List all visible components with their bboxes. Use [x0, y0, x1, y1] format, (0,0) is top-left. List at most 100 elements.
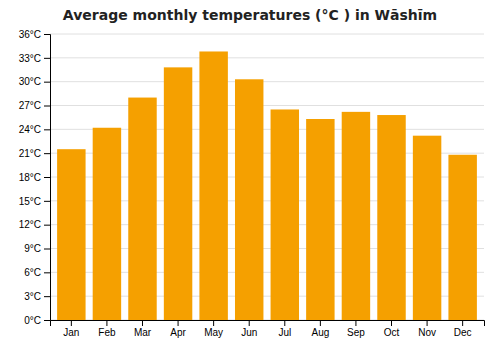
x-tick-label: Oct [384, 327, 400, 338]
x-tick: Jan [63, 320, 79, 338]
x-axis: Jan Feb Mar Apr May Jun Jul Aug Sep Oct Nov Dec [51, 320, 485, 338]
y-tick: 27°C [19, 100, 50, 111]
x-tick-label: May [204, 327, 223, 338]
y-tick-mark [44, 249, 50, 250]
x-tick-mark [391, 320, 392, 326]
y-tick: 3°C [24, 291, 50, 302]
x-tick-label: Dec [454, 327, 472, 338]
grid-line [50, 81, 484, 82]
x-tick: Dec [454, 320, 472, 338]
bar [235, 79, 263, 320]
chart: Average monthly temperatures (°C ) in Wā… [0, 0, 500, 350]
bar [342, 112, 370, 320]
x-tick-mark [462, 320, 463, 326]
y-tick-label: 12°C [19, 219, 41, 230]
y-tick: 33°C [19, 53, 50, 64]
y-tick: 12°C [19, 219, 50, 230]
x-tick: Mar [134, 320, 152, 338]
x-tick-mark [320, 320, 321, 326]
grid-line [50, 34, 484, 35]
y-tick-mark [44, 225, 50, 226]
y-tick-label: 6°C [24, 267, 41, 278]
y-tick: 30°C [19, 76, 50, 87]
bar [306, 119, 334, 320]
y-tick: 18°C [19, 172, 50, 183]
bar [413, 136, 441, 320]
y-tick-mark [44, 201, 50, 202]
y-tick-label: 30°C [19, 76, 41, 87]
y-tick-label: 21°C [19, 148, 41, 159]
bar [271, 109, 299, 320]
bars [57, 51, 477, 320]
y-tick-mark [44, 272, 50, 273]
y-tick-label: 15°C [19, 196, 41, 207]
x-tick-label: Sep [347, 327, 365, 338]
bar [448, 155, 476, 320]
y-axis: 0°C 3°C 6°C 9°C 12°C 15°C 18°C 21°C 24°C 27°C 30°C… [19, 29, 51, 326]
x-tick-label: Feb [98, 327, 116, 338]
x-tick: Aug [311, 320, 329, 338]
x-tick: Apr [170, 320, 186, 338]
x-tick: Jun [241, 320, 257, 338]
x-tick-label: Aug [311, 327, 329, 338]
x-tick: Jul [278, 320, 291, 338]
bar [57, 149, 85, 320]
x-tick-mark [142, 320, 143, 326]
y-tick: 15°C [19, 196, 50, 207]
y-tick-mark [44, 34, 50, 35]
y-tick-label: 36°C [19, 29, 41, 40]
x-tick: May [204, 320, 223, 338]
y-tick-label: 0°C [24, 315, 41, 326]
plot: 0°C 3°C 6°C 9°C 12°C 15°C 18°C 21°C 24°C 27°C 30°C… [19, 29, 485, 338]
bar [199, 51, 227, 320]
grid [50, 34, 484, 320]
title: Average monthly temperatures (°C ) in Wā… [63, 7, 437, 23]
y-tick: 9°C [24, 243, 50, 254]
y-axis-line [44, 35, 51, 321]
x-tick-label: Jun [241, 327, 257, 338]
x-tick-mark [355, 320, 356, 326]
bar [93, 128, 121, 320]
x-tick: Nov [418, 320, 436, 338]
x-tick-mark [249, 320, 250, 326]
x-tick-mark [213, 320, 214, 326]
x-tick-mark [71, 320, 72, 326]
y-tick-label: 9°C [24, 243, 41, 254]
grid-line [50, 105, 484, 106]
bar [377, 115, 405, 320]
x-axis-line [51, 321, 485, 327]
y-tick-mark [44, 153, 50, 154]
x-tick-label: Apr [170, 327, 186, 338]
y-tick-label: 24°C [19, 124, 41, 135]
bar [128, 98, 156, 320]
x-tick-label: Jul [278, 327, 291, 338]
x-tick: Feb [98, 320, 116, 338]
y-tick-mark [44, 320, 50, 321]
y-tick-label: 27°C [19, 100, 41, 111]
x-tick-mark [106, 320, 107, 326]
y-tick: 6°C [24, 267, 50, 278]
bar [164, 67, 192, 320]
x-tick-mark [284, 320, 285, 326]
y-tick-label: 3°C [24, 291, 41, 302]
x-tick-mark [178, 320, 179, 326]
y-tick-mark [44, 106, 50, 107]
x-tick-label: Mar [134, 327, 152, 338]
x-tick-label: Jan [63, 327, 79, 338]
y-tick: 0°C [24, 315, 50, 326]
grid-line [50, 57, 484, 58]
x-tick-label: Nov [418, 327, 436, 338]
y-tick-label: 33°C [19, 53, 41, 64]
y-tick: 36°C [19, 29, 50, 40]
y-tick-mark [44, 177, 50, 178]
x-tick-mark [427, 320, 428, 326]
y-tick-mark [44, 58, 50, 59]
y-tick-mark [44, 82, 50, 83]
y-tick-mark [44, 296, 50, 297]
y-tick: 21°C [19, 148, 50, 159]
y-tick-label: 18°C [19, 172, 41, 183]
x-tick: Sep [347, 320, 365, 338]
y-tick: 24°C [19, 124, 50, 135]
y-tick-mark [44, 129, 50, 130]
x-tick: Oct [384, 320, 400, 338]
